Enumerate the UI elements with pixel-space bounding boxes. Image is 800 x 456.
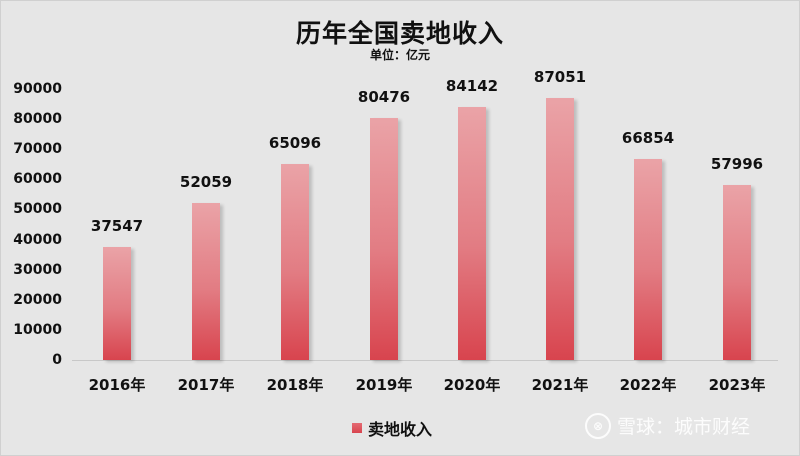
x-tick-label: 2021年 bbox=[531, 376, 589, 394]
y-tick-label: 80000 bbox=[13, 111, 62, 128]
y-tick-label: 20000 bbox=[13, 291, 62, 308]
y-tick-label: 60000 bbox=[13, 171, 62, 188]
legend-swatch bbox=[352, 423, 362, 433]
y-tick-label: 0 bbox=[52, 352, 62, 368]
x-tick-label: 2017年 bbox=[177, 376, 235, 394]
bar-2017 bbox=[192, 203, 220, 360]
y-tick-label: 30000 bbox=[13, 261, 62, 278]
snowball-logo-icon: ⊗ bbox=[585, 412, 611, 439]
y-tick-label: 40000 bbox=[13, 231, 62, 248]
x-tick-label: 2019年 bbox=[355, 376, 413, 394]
watermark: ⊗ 雪球：城市财经 bbox=[585, 412, 750, 439]
data-label: 80476 bbox=[357, 87, 411, 106]
y-tick-label: 90000 bbox=[13, 81, 62, 97]
y-tick-label: 70000 bbox=[13, 141, 62, 158]
y-tick-label: 50000 bbox=[13, 201, 62, 218]
x-tick-label: 2023年 bbox=[708, 376, 766, 394]
x-tick-label: 2022年 bbox=[619, 376, 677, 394]
data-label: 37547 bbox=[90, 216, 144, 235]
legend-label: 卖地收入 bbox=[368, 420, 433, 439]
bar-2016 bbox=[103, 246, 131, 360]
bar-2022 bbox=[634, 158, 662, 360]
bar-2018 bbox=[281, 164, 309, 360]
data-label: 84142 bbox=[445, 76, 499, 95]
data-label: 65096 bbox=[268, 133, 322, 152]
data-label: 52059 bbox=[179, 173, 233, 192]
bar-2021 bbox=[546, 97, 574, 360]
y-tick-label: 10000 bbox=[13, 321, 62, 338]
bar-2020 bbox=[458, 106, 486, 360]
bar-2019 bbox=[370, 117, 398, 360]
x-tick-label: 2020年 bbox=[443, 376, 501, 394]
watermark-text: 雪球：城市财经 bbox=[617, 416, 751, 438]
legend: 卖地收入 bbox=[352, 416, 432, 440]
plot-area: 37547 52059 65096 80476 84142 87051 66854 57996 bbox=[72, 68, 778, 360]
chart-subtitle: 单位：亿元 bbox=[369, 48, 430, 62]
data-label: 66854 bbox=[621, 128, 675, 147]
chart-title: 历年全国卖地收入 bbox=[295, 19, 504, 48]
x-tick-label: 2016年 bbox=[88, 376, 146, 394]
data-label: 87051 bbox=[533, 67, 587, 86]
data-label: 57996 bbox=[710, 155, 764, 174]
x-axis-line bbox=[72, 360, 778, 361]
bar-2023 bbox=[723, 185, 751, 360]
x-tick-label: 2018年 bbox=[266, 376, 324, 394]
